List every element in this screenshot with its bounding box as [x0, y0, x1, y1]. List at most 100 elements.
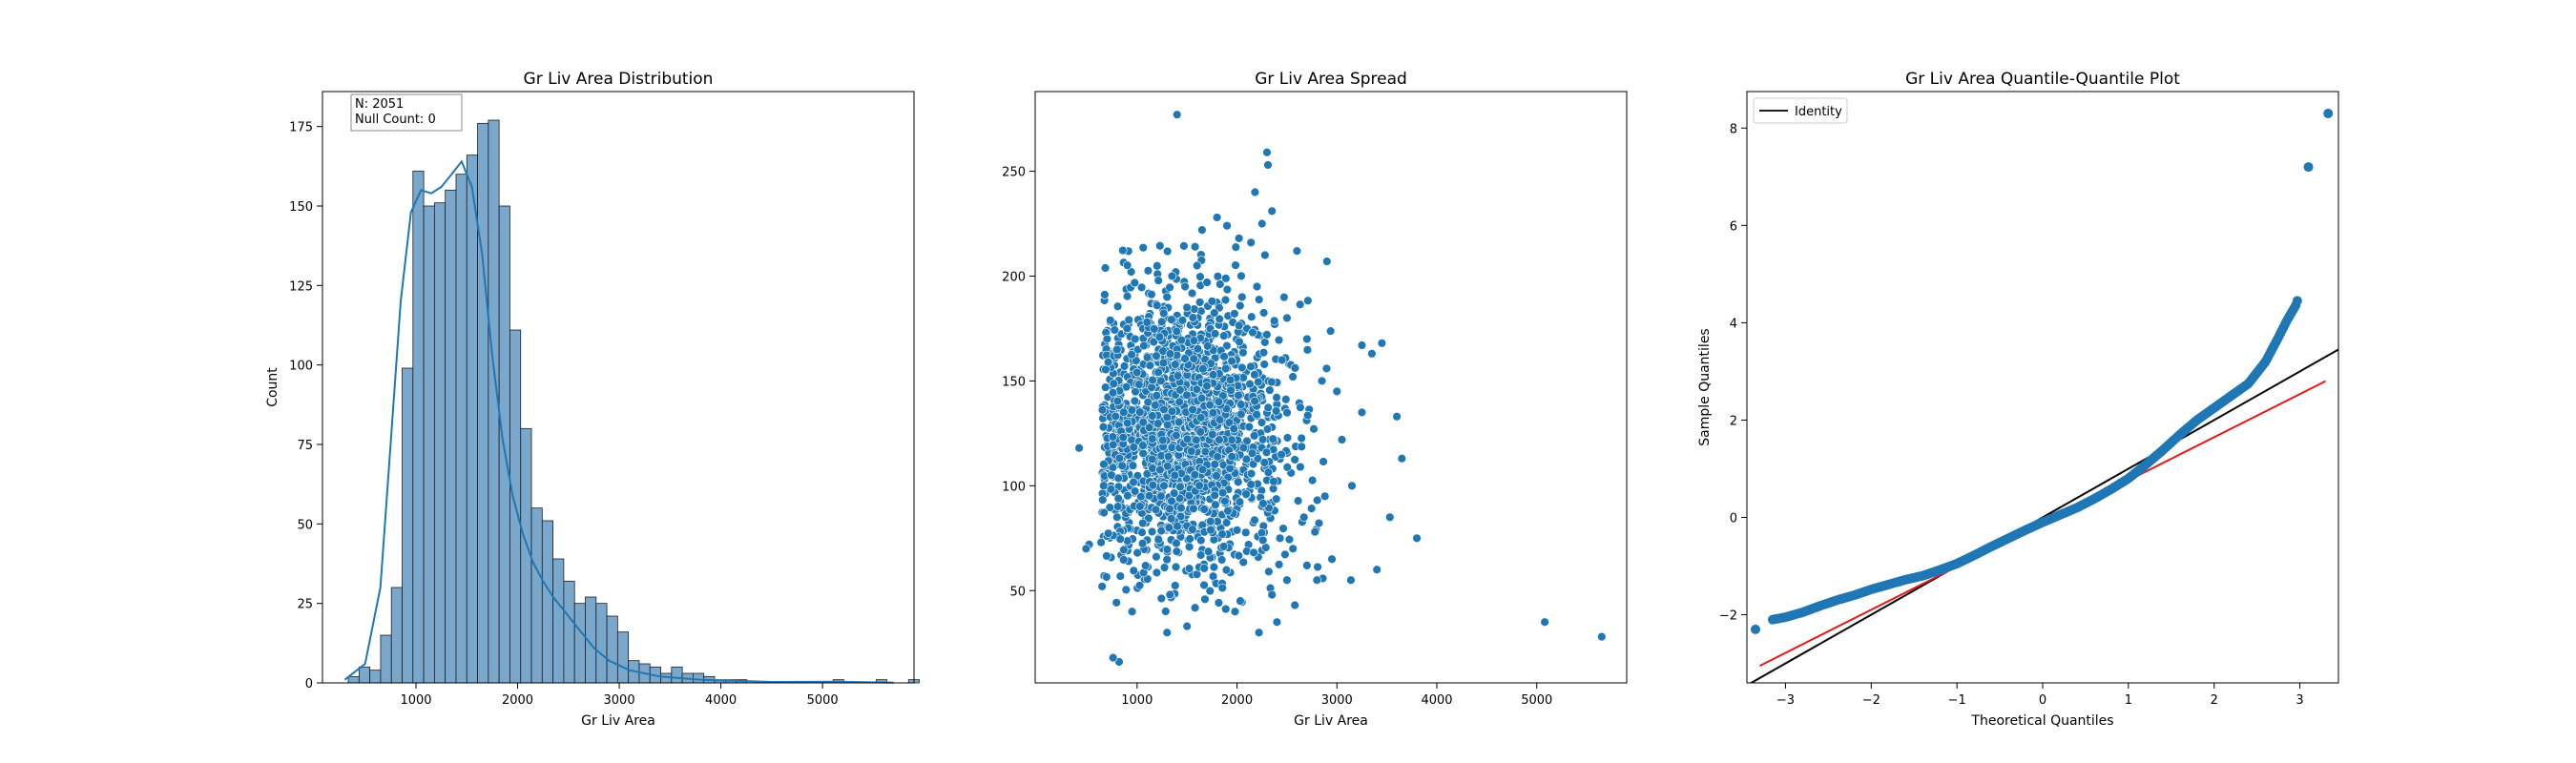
histogram-bar [552, 558, 565, 684]
spread-point [1325, 326, 1336, 336]
spread-point [1218, 542, 1229, 551]
spread-point [1159, 481, 1169, 490]
spread-point [1215, 279, 1225, 289]
spread-point [1185, 534, 1195, 544]
spread-point [1138, 441, 1148, 450]
spread-point [1074, 443, 1084, 453]
histogram-ytick-label: 125 [289, 279, 313, 294]
histogram-ticks: 1000 2000 3000 4000 5000 0 25 50 75 100 125 150 175 [289, 121, 838, 708]
spread-point [1195, 413, 1206, 423]
spread-point [1100, 382, 1111, 392]
spread-point [1134, 380, 1144, 389]
spread-point [1260, 250, 1270, 260]
spread-point [1167, 443, 1176, 452]
spread-point [1156, 593, 1167, 604]
spread-point [1259, 458, 1270, 467]
spread-point [1153, 367, 1163, 378]
spread-point [1312, 575, 1322, 585]
spread-point [1122, 291, 1132, 301]
spread-point [1099, 460, 1109, 469]
qq-xtick-label: 1 [2125, 693, 2132, 708]
spread-point [1190, 603, 1200, 612]
spread-point [1189, 504, 1198, 514]
spread-point [1188, 313, 1198, 322]
spread-ytick-label: 250 [1002, 166, 1026, 180]
spread-point [1208, 408, 1218, 418]
spread-point [1213, 272, 1223, 281]
spread-ytick-label: 150 [1002, 375, 1026, 389]
spread-point [1245, 379, 1255, 389]
spread-point [1288, 372, 1298, 382]
spread-point [1112, 512, 1122, 522]
spread-xtick-label: 4000 [1421, 693, 1452, 708]
spread-point [1184, 564, 1195, 573]
spread-point [1262, 330, 1272, 340]
spread-point [1130, 278, 1140, 288]
spread-point [1302, 410, 1313, 421]
spread-point [1172, 538, 1181, 548]
spread-point [1170, 470, 1180, 481]
spread-point [1142, 353, 1153, 362]
spread-point [1284, 534, 1295, 545]
spread-title: Gr Liv Area Spread [1255, 70, 1407, 89]
spread-point [1112, 396, 1123, 406]
spread-point [1165, 504, 1174, 514]
spread-point [1282, 433, 1293, 443]
stats-null-count: Null Count: 0 [355, 113, 436, 127]
spread-point [1151, 401, 1160, 410]
spread-point [1196, 535, 1206, 546]
spread-point [1237, 362, 1247, 373]
spread-point [1100, 263, 1111, 273]
spread-point [1257, 435, 1268, 444]
spread-point [1226, 385, 1236, 395]
spread-point [1302, 561, 1312, 570]
spread-point [1115, 534, 1125, 544]
spread-point [1128, 461, 1138, 470]
spread-point [1189, 336, 1199, 345]
spread-point [1195, 481, 1204, 490]
spread-point [1222, 340, 1232, 351]
histogram-ytick-label: 50 [297, 518, 313, 532]
spread-point [1221, 604, 1231, 614]
spread-ytick-label: 100 [1002, 480, 1026, 494]
spread-point [1274, 560, 1284, 569]
spread-point [1293, 496, 1303, 505]
spread-point [1197, 464, 1208, 475]
spread-point [1209, 562, 1219, 572]
spread-point [1174, 493, 1185, 504]
spread-point [1367, 349, 1377, 359]
spread-point [1227, 356, 1236, 366]
spread-point [1327, 554, 1337, 564]
spread-xtick-label: 5000 [1521, 693, 1552, 708]
spread-point [1145, 361, 1155, 370]
kde-line [343, 159, 894, 684]
spread-point [1267, 377, 1277, 387]
spread-point [1347, 481, 1357, 491]
spread-frame [1034, 91, 1628, 684]
spread-point [1213, 452, 1222, 462]
spread-point [1236, 409, 1246, 420]
histogram-ytick-label: 175 [289, 121, 313, 135]
spread-point [1412, 533, 1422, 543]
spread-point [1163, 451, 1174, 462]
spread-point [1282, 463, 1292, 472]
histogram-xtick-label: 4000 [705, 693, 737, 708]
spread-point [1159, 404, 1169, 415]
spread-point [1155, 241, 1165, 251]
histogram-bar [402, 367, 414, 684]
spread-point [1099, 507, 1109, 518]
spread-point [1162, 555, 1172, 565]
spread-point [1171, 360, 1180, 369]
spread-point [1296, 462, 1305, 472]
spread-point [1332, 386, 1341, 397]
spread-point [1281, 395, 1291, 404]
histogram-bar [455, 174, 467, 684]
spread-point [1147, 454, 1157, 464]
spread-point [1215, 435, 1224, 444]
spread-point [1195, 427, 1205, 437]
spread-point [1167, 406, 1177, 416]
spread-point [1263, 467, 1274, 477]
spread-point [1153, 261, 1162, 271]
spread-point [1112, 502, 1123, 511]
